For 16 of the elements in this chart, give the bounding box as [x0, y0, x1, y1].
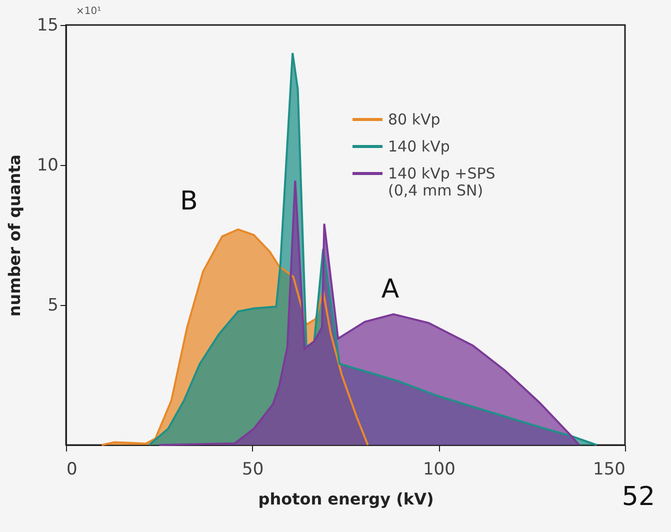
x-tick-label: 50 — [242, 460, 264, 480]
text: ×10¹ — [76, 6, 102, 17]
x-tick-label: 0 — [66, 460, 78, 480]
annotation: A — [381, 274, 400, 305]
annotation: B — [180, 186, 198, 216]
legend-label: 140 kVp +SPS (0,4 mm SN) — [388, 164, 496, 200]
x-tick-label: 150 — [593, 460, 626, 480]
y-tick-label: 10 — [36, 156, 58, 176]
x-tick-label: 100 — [422, 460, 456, 480]
y-axis-title: number of quanta — [4, 154, 24, 317]
y-tick-label: 5 — [48, 296, 58, 316]
x-axis-title: photon energy (kV) — [258, 490, 434, 508]
y-tick-label: 15 — [36, 16, 58, 36]
legend-label: 140 kVp — [388, 138, 450, 156]
text: 52 — [622, 482, 655, 512]
legend-label: 80 kVp — [388, 110, 440, 128]
